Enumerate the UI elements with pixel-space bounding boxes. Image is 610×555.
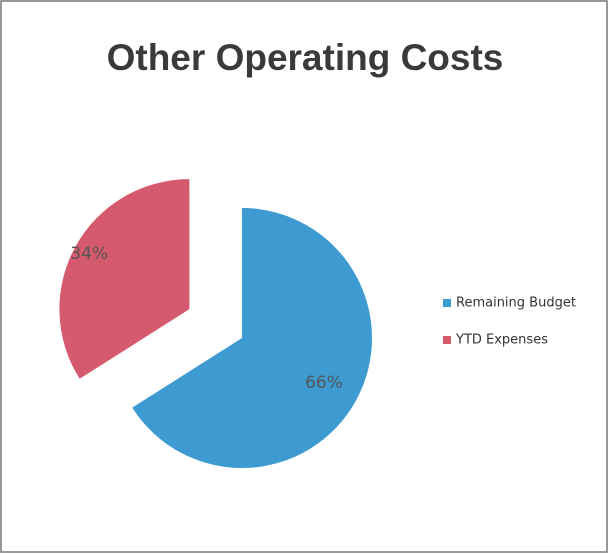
legend-label: YTD Expenses	[455, 333, 548, 348]
data-label: 34%	[70, 244, 108, 264]
legend-swatch	[443, 336, 451, 344]
pie-slice	[59, 179, 190, 379]
data-label: 66%	[305, 373, 343, 393]
chart-title: Other Operating Costs	[107, 37, 504, 78]
pie-slice	[132, 208, 372, 468]
legend-label: Remaining Budget	[456, 296, 576, 311]
legend-swatch	[443, 299, 451, 307]
